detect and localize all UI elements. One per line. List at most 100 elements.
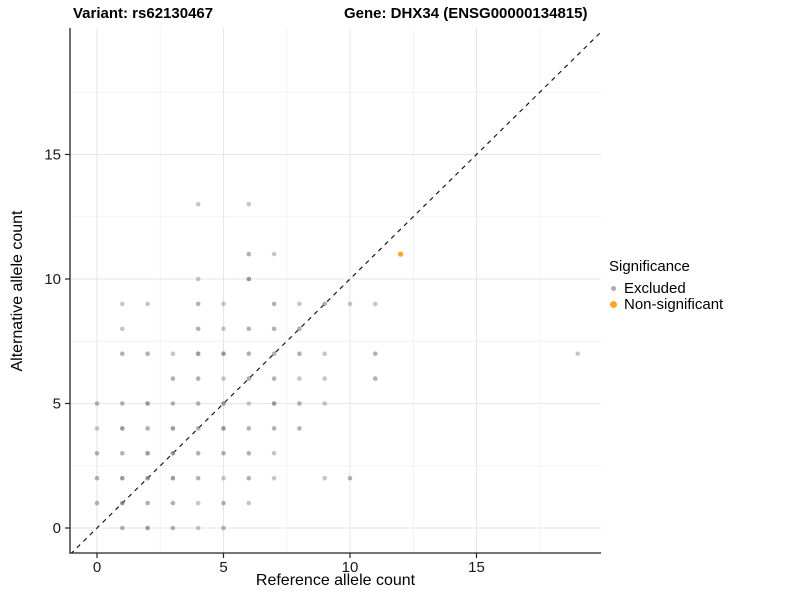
- data-point-excluded: [246, 500, 252, 506]
- gene-title: Gene: DHX34 (ENSG00000134815): [344, 5, 588, 22]
- data-point-excluded: [373, 376, 378, 381]
- plot-panel: [70, 28, 601, 553]
- data-point-excluded: [221, 376, 226, 381]
- data-point-excluded: [94, 401, 100, 406]
- data-point-excluded: [120, 426, 125, 431]
- data-point-excluded: [297, 351, 302, 357]
- data-point-excluded: [347, 301, 353, 307]
- data-point-excluded: [271, 475, 277, 481]
- identity-line: [70, 31, 601, 553]
- data-point-excluded: [297, 326, 302, 332]
- data-point-excluded: [221, 475, 226, 481]
- data-point-excluded: [94, 426, 100, 431]
- x-tick-label: 5: [219, 559, 227, 576]
- data-point-excluded: [322, 475, 328, 481]
- data-point-excluded: [170, 525, 176, 531]
- data-point-excluded: [347, 475, 353, 481]
- data-point-excluded: [271, 451, 277, 456]
- variant-title: Variant: rs62130467: [73, 5, 214, 22]
- legend-item-label: Non-significant: [624, 295, 724, 313]
- data-point-excluded: [120, 326, 125, 332]
- data-point-excluded: [297, 376, 302, 381]
- data-point-excluded: [195, 202, 201, 207]
- data-point-excluded: [373, 351, 378, 357]
- data-point-excluded: [271, 401, 277, 406]
- y-tick-label: 5: [53, 396, 61, 413]
- y-axis-title: Alternative allele count: [9, 210, 26, 372]
- data-point-excluded: [170, 475, 176, 481]
- data-point-excluded: [94, 500, 100, 506]
- x-tick-label: 0: [93, 559, 101, 576]
- data-point-excluded: [246, 401, 252, 406]
- data-point-excluded: [195, 451, 201, 456]
- data-point-excluded: [195, 475, 201, 481]
- data-point-excluded: [120, 351, 125, 357]
- data-point-excluded: [271, 426, 277, 431]
- data-point-excluded: [195, 500, 201, 506]
- data-point-excluded: [195, 301, 201, 307]
- data-point-excluded: [120, 401, 125, 406]
- data-point-excluded: [170, 451, 176, 456]
- data-point-excluded: [246, 376, 252, 381]
- excluded-point-icon: [611, 285, 616, 291]
- legend-item-label: Excluded: [624, 279, 686, 297]
- y-tick-label: 10: [44, 271, 61, 288]
- data-point-excluded: [170, 401, 176, 406]
- data-point-excluded: [246, 351, 252, 357]
- data-point-excluded: [195, 351, 201, 357]
- data-point-excluded: [221, 351, 226, 357]
- data-point-excluded: [195, 401, 201, 406]
- data-point-excluded: [575, 351, 580, 357]
- data-point-excluded: [170, 376, 176, 381]
- legend-item-excluded: Excluded: [609, 279, 723, 297]
- legend-item-non-significant: Non-significant: [609, 295, 724, 313]
- data-point-excluded: [373, 301, 378, 307]
- data-point-excluded: [246, 251, 252, 257]
- data-point-excluded: [145, 426, 150, 431]
- data-point-excluded: [145, 525, 150, 531]
- data-point-excluded: [271, 251, 277, 257]
- y-tick-label: 0: [53, 520, 61, 537]
- legend-title: Significance: [609, 258, 690, 275]
- data-point-excluded: [120, 500, 125, 506]
- data-point-excluded: [170, 351, 176, 357]
- y-tick-label: 15: [44, 147, 61, 164]
- data-point-excluded: [170, 500, 176, 506]
- data-point-excluded: [271, 351, 277, 357]
- data-point-excluded: [120, 475, 125, 481]
- data-point-excluded: [246, 276, 252, 282]
- data-point-excluded: [195, 326, 201, 332]
- data-point-excluded: [246, 426, 252, 431]
- data-point-excluded: [170, 426, 176, 431]
- data-point-excluded: [322, 376, 328, 381]
- data-point-excluded: [195, 426, 201, 431]
- data-point-excluded: [94, 475, 100, 481]
- x-tick-label: 15: [468, 559, 485, 576]
- data-point-excluded: [195, 525, 201, 531]
- data-point-non-significant: [398, 251, 404, 257]
- data-point-excluded: [297, 426, 302, 431]
- legend: Significance Excluded Non-significant: [609, 258, 724, 313]
- data-point-excluded: [322, 401, 328, 406]
- data-point-excluded: [195, 276, 201, 282]
- data-point-excluded: [297, 301, 302, 307]
- x-axis-title: Reference allele count: [255, 572, 416, 589]
- non-significant-point-icon: [610, 300, 617, 308]
- data-point-excluded: [145, 401, 150, 406]
- data-point-excluded: [221, 525, 226, 531]
- x-tick-label: 10: [342, 559, 359, 576]
- data-point-excluded: [322, 301, 328, 307]
- data-point-excluded: [120, 451, 125, 456]
- data-point-excluded: [221, 401, 226, 406]
- data-point-excluded: [145, 500, 150, 506]
- data-point-excluded: [221, 426, 226, 431]
- data-point-excluded: [271, 376, 277, 381]
- data-point-excluded: [221, 451, 226, 456]
- data-point-excluded: [221, 500, 226, 506]
- data-point-excluded: [246, 326, 252, 332]
- data-point-excluded: [246, 202, 252, 207]
- data-point-excluded: [246, 451, 252, 456]
- data-point-excluded: [322, 351, 328, 357]
